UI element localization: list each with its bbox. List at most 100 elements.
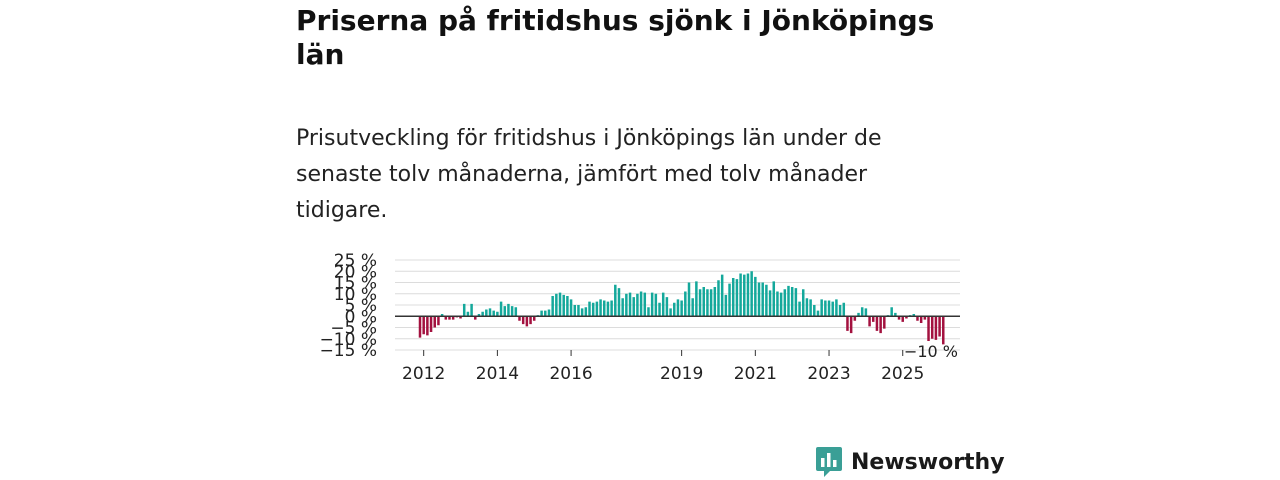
bar (772, 281, 776, 317)
bar (628, 292, 632, 317)
bar (636, 293, 639, 317)
bar (474, 316, 477, 320)
y-tick-label: 10 % (334, 285, 377, 305)
x-axis: 2012 2014 2016 2019 2021 2023 2025 (402, 350, 924, 384)
bar (754, 276, 757, 317)
bar (868, 316, 871, 327)
bar (499, 301, 503, 317)
bar (816, 310, 820, 317)
bar (650, 292, 654, 317)
bar (555, 293, 558, 317)
bar (934, 316, 938, 340)
bar (916, 316, 919, 321)
bar (510, 306, 514, 317)
y-tick-label: −15 % (320, 341, 377, 361)
bar (665, 297, 669, 317)
chart-subtitle: Prisutveckling för fritidshus i Jönköpin… (296, 126, 882, 223)
brand-logo[interactable]: Newsworthy (815, 446, 1005, 478)
bar (923, 316, 927, 320)
bar (625, 293, 628, 317)
bar (459, 316, 462, 319)
bar (735, 279, 739, 317)
x-tick-label: 2025 (881, 364, 924, 384)
bar (603, 300, 606, 317)
bar (654, 293, 658, 317)
y-tick-label: 20 % (334, 262, 377, 282)
bar (942, 316, 945, 345)
bar (437, 316, 440, 326)
bar (584, 307, 588, 317)
bar (790, 287, 794, 317)
bar (643, 292, 647, 317)
bar (746, 273, 750, 317)
y-axis: 25 %20 %15 %10 %5 %0 %−5 %−10 %−15 % (320, 251, 377, 361)
bar (702, 287, 705, 317)
bar (591, 302, 595, 317)
bar (426, 316, 429, 336)
bar (462, 303, 466, 317)
bar (569, 299, 573, 317)
bar (864, 308, 868, 317)
bar (875, 316, 879, 331)
bar (599, 299, 602, 317)
bar (930, 316, 934, 339)
bar (919, 316, 923, 323)
bar (761, 282, 764, 317)
bar (776, 291, 779, 317)
bar (879, 316, 882, 334)
bar (798, 301, 801, 317)
bar (849, 316, 853, 334)
bar (883, 316, 886, 329)
bar (728, 283, 731, 317)
bar (521, 316, 525, 325)
bar (451, 316, 455, 320)
bar (492, 310, 495, 317)
bar (731, 278, 735, 317)
bar (547, 309, 551, 317)
bar (739, 273, 742, 317)
y-tick-label: 25 % (334, 251, 377, 271)
bar (673, 302, 676, 317)
bar (466, 311, 470, 317)
y-tick-label: −5 % (330, 319, 377, 339)
bar (831, 301, 834, 317)
bar (835, 299, 838, 317)
bar (481, 311, 484, 317)
bar (544, 310, 547, 317)
bar (687, 282, 691, 317)
bar (805, 298, 809, 317)
bar (558, 292, 562, 317)
bar (813, 305, 816, 317)
x-tick-label: 2021 (734, 364, 777, 384)
bar (713, 287, 717, 317)
bar (846, 316, 849, 331)
bar (695, 281, 698, 317)
bar (680, 300, 683, 317)
bar (698, 289, 702, 317)
bar (617, 288, 621, 317)
bar (750, 271, 753, 317)
bar (429, 316, 433, 332)
bar (809, 299, 812, 317)
bar (838, 305, 842, 317)
bar (783, 289, 787, 317)
bar (610, 300, 613, 317)
y-tick-label: 5 % (345, 296, 377, 316)
bar (872, 316, 875, 322)
x-tick-label: 2019 (660, 364, 703, 384)
bar (720, 274, 724, 317)
bar (647, 307, 650, 317)
bar (632, 297, 635, 317)
bar-chart-icon (816, 447, 842, 477)
bar (658, 302, 661, 317)
bar (532, 316, 536, 321)
bar (588, 301, 591, 317)
bar (444, 316, 448, 320)
bar (824, 300, 827, 317)
y-tick-label: 15 % (334, 274, 377, 294)
bar (938, 316, 941, 337)
bar (606, 301, 610, 317)
bar (488, 308, 492, 317)
bar (580, 308, 584, 317)
